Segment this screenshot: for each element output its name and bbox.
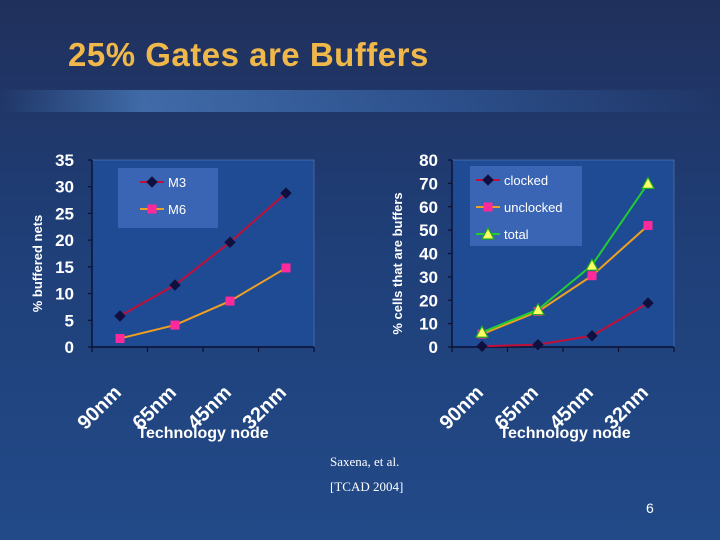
chart-2-series-clocked-point xyxy=(476,340,488,353)
chart-2-series-clocked-point xyxy=(586,330,598,342)
chart-1-ytick-label: 35 xyxy=(55,151,74,170)
chart-2-x-axis-label: Technology node xyxy=(499,425,630,442)
chart-2-legend-marker xyxy=(483,202,493,212)
chart-2-series-total-line xyxy=(481,182,649,334)
chart-2-ytick-label: 80 xyxy=(419,151,438,170)
chart-1-ytick-label: 30 xyxy=(55,178,74,197)
chart-2-series-unclocked-line xyxy=(481,224,649,336)
chart-2-series-unclocked-point xyxy=(587,271,597,281)
chart-2-ytick-label: 0 xyxy=(429,338,438,357)
chart-1-ytick-label: 10 xyxy=(55,285,74,304)
chart-1-series-M3-point xyxy=(169,279,181,291)
chart-1-x-axis-label: Technology node xyxy=(137,425,268,442)
chart-1-series-M3-point xyxy=(280,187,292,199)
chart-1-series-M6-point xyxy=(225,296,235,306)
chart-2-series-total-point xyxy=(640,176,656,189)
chart-2-legend-label: total xyxy=(504,227,529,242)
chart-1-ytick-label: 20 xyxy=(55,231,74,250)
chart-2-ytick-label: 10 xyxy=(419,315,438,334)
page-number: 6 xyxy=(646,500,654,516)
chart-2-legend-label: clocked xyxy=(504,173,548,188)
chart-2-series-unclocked-point xyxy=(643,220,653,230)
chart-2-series-total-point xyxy=(530,302,546,316)
chart-2-ytick-label: 20 xyxy=(419,291,438,310)
chart-1-y-axis-label: % buffered nets xyxy=(30,215,45,313)
credit-venue: [TCAD 2004] xyxy=(330,479,404,494)
chart-2-ytick-label: 30 xyxy=(419,268,438,287)
chart-1-legend-marker xyxy=(147,204,157,214)
chart-2-ytick-label: 50 xyxy=(419,221,438,240)
chart-2-series-clocked-point xyxy=(642,297,654,309)
chart-1-series-M3-point xyxy=(114,310,126,322)
chart-1-ytick-label: 0 xyxy=(65,338,74,357)
chart-2-legend-marker xyxy=(482,174,494,186)
chart-2-ytick-label: 60 xyxy=(419,198,438,217)
chart-2-legend-marker xyxy=(480,226,496,240)
chart-2-ytick-label: 40 xyxy=(419,245,438,264)
chart-1-series-M6-point xyxy=(281,263,291,273)
chart-1-legend xyxy=(118,168,218,228)
chart-1-legend-label: M6 xyxy=(168,202,186,217)
header-band xyxy=(0,90,720,112)
slide-title: 25% Gates are Buffers xyxy=(68,36,429,73)
credit-authors: Saxena, et al. xyxy=(330,454,400,469)
chart-1-category-label: 90nm xyxy=(74,382,127,435)
chart-1-ytick-label: 5 xyxy=(65,311,74,330)
chart-2-legend-label: unclocked xyxy=(504,200,563,215)
chart-1-series-M3-line xyxy=(119,192,287,317)
chart-2-series-clocked-point xyxy=(532,338,544,351)
chart-1-ytick-label: 15 xyxy=(55,258,74,277)
chart-2-series-clocked-line xyxy=(481,302,649,348)
chart-1-series-M6-point xyxy=(170,320,180,330)
chart-2-y-axis-label: % cells that are buffers xyxy=(390,192,405,334)
chart-1-series-M6-line xyxy=(119,267,287,340)
chart-2-category-label: 90nm xyxy=(436,382,489,435)
chart-2-ytick-label: 70 xyxy=(419,174,438,193)
chart-2-series-total-point xyxy=(584,257,600,271)
chart-2-series-total-point xyxy=(474,325,490,338)
chart-1-legend-marker xyxy=(146,176,158,188)
chart-1-series-M3-point xyxy=(224,236,236,248)
chart-1-series-M6-point xyxy=(115,333,125,343)
chart-1-ytick-label: 25 xyxy=(55,204,74,223)
chart-1-legend-label: M3 xyxy=(168,175,186,190)
